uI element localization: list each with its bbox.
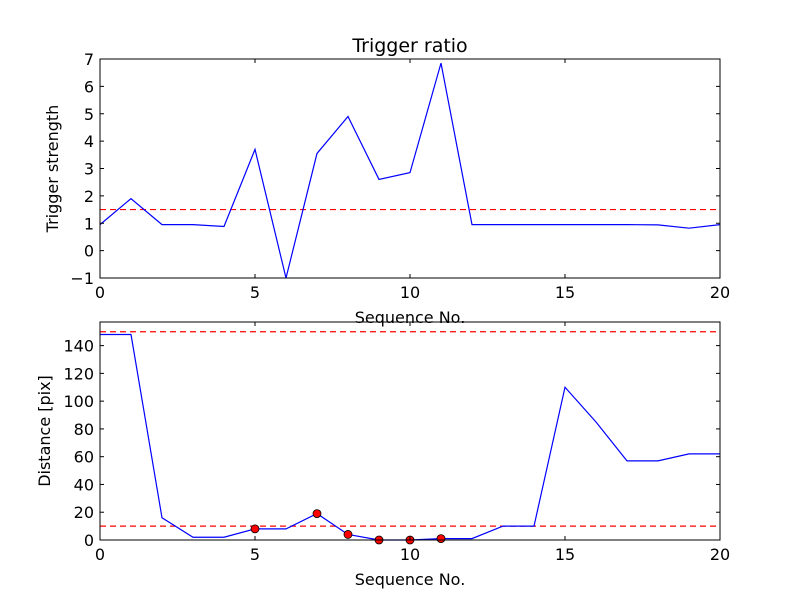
x-tick-label: 0: [95, 545, 105, 564]
y-tick-label: 6: [84, 77, 94, 96]
data-point-marker: [436, 534, 446, 544]
data-point-marker: [250, 524, 260, 534]
axes-frame: [99, 321, 721, 541]
y-tick-label: 20: [74, 503, 94, 522]
y-tick-label: 120: [63, 364, 94, 383]
x-tick-label: 20: [710, 283, 730, 302]
series-line: [99, 62, 721, 279]
x-axis-label: Sequence No.: [355, 570, 466, 589]
y-tick-label: 5: [84, 105, 94, 124]
y-axis-label: Trigger strength: [43, 105, 62, 234]
x-tick-label: 15: [555, 545, 575, 564]
x-tick-label: 5: [250, 283, 260, 302]
y-tick-label: 7: [84, 50, 94, 69]
x-tick-label: 10: [400, 283, 420, 302]
y-tick-label: 40: [74, 475, 94, 494]
y-tick-label: 80: [74, 420, 94, 439]
y-tick-label: −1: [70, 269, 94, 288]
x-tick-label: 10: [400, 545, 420, 564]
y-axis-label: Distance [pix]: [35, 375, 54, 487]
y-tick-label: 4: [84, 132, 94, 151]
data-point-marker: [343, 530, 353, 539]
y-tick-label: 60: [74, 448, 94, 467]
chart-title: Trigger ratio: [351, 35, 467, 57]
x-tick-label: 0: [95, 283, 105, 302]
bottom-distance-plot: 0 5 10 15 20 0 20 40 60 80 100 120 140 Sequence No. Di…: [35, 321, 730, 589]
x-tick-label: 15: [555, 283, 575, 302]
y-tick-label: 140: [63, 337, 94, 356]
y-tick-label: 2: [84, 187, 94, 206]
series-line: [100, 333, 720, 541]
y-tick-label: 1: [84, 214, 94, 233]
x-tick-label: 20: [710, 545, 730, 564]
x-tick-label: 5: [250, 545, 260, 564]
y-tick-label: 0: [84, 531, 94, 550]
axes-frame: [99, 58, 721, 279]
y-tick-label: 0: [84, 242, 94, 261]
y-tick-label: 3: [84, 160, 94, 179]
data-point-marker: [312, 509, 322, 519]
y-tick-label: 100: [63, 392, 94, 411]
